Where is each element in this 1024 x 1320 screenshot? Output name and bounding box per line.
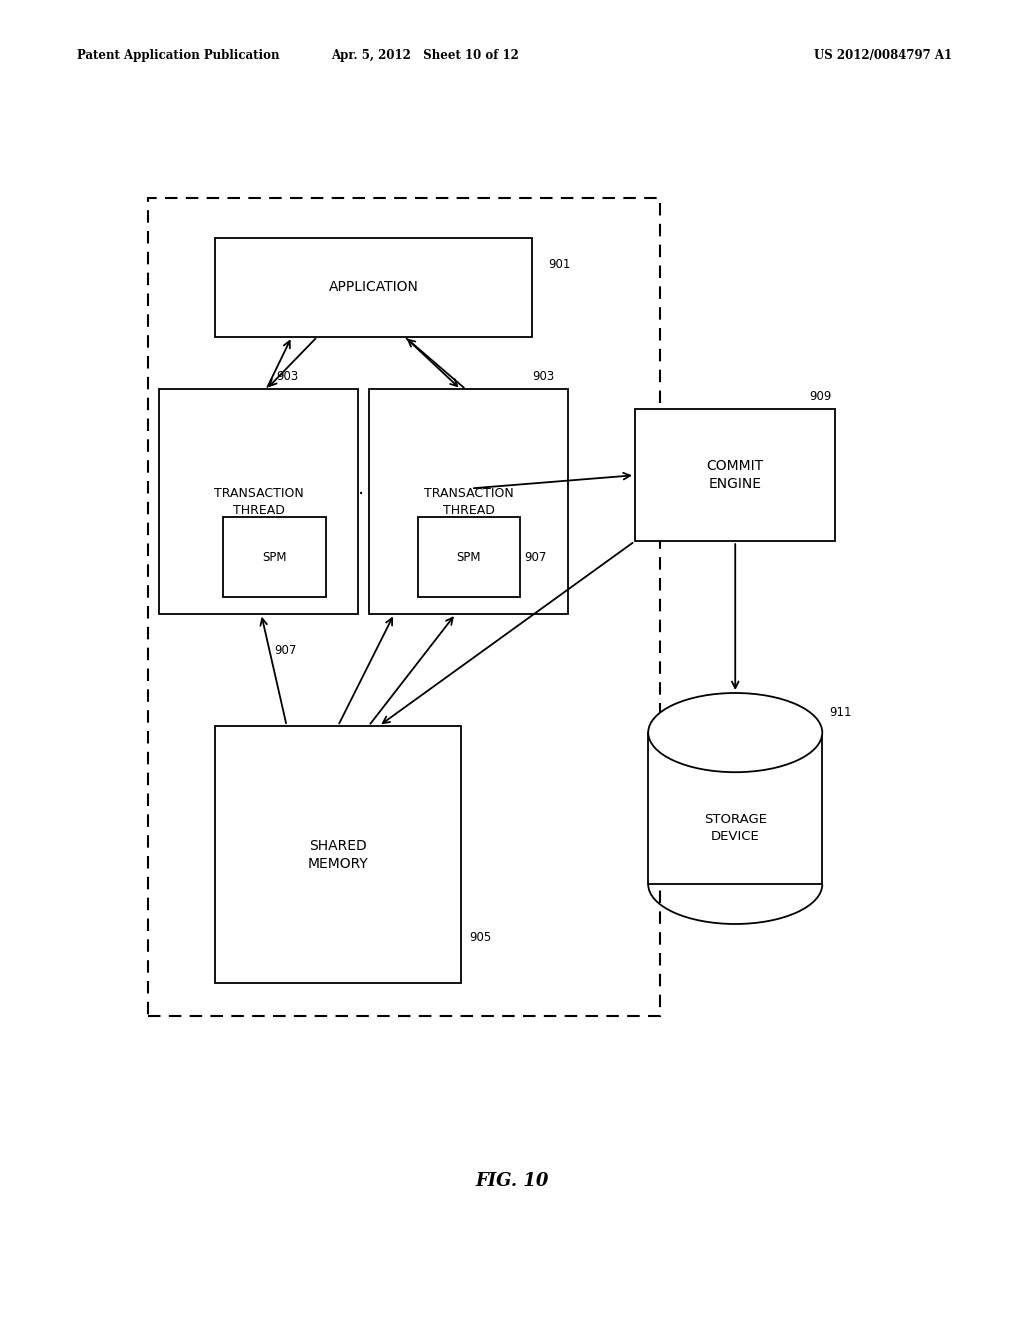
Bar (648, 733, 822, 884)
Text: 907: 907 (524, 550, 547, 564)
Bar (159, 389, 358, 614)
Text: Apr. 5, 2012   Sheet 10 of 12: Apr. 5, 2012 Sheet 10 of 12 (331, 49, 519, 62)
Text: US 2012/0084797 A1: US 2012/0084797 A1 (814, 49, 952, 62)
Bar (215, 238, 532, 337)
Bar (635, 409, 835, 541)
Text: 903: 903 (276, 370, 299, 383)
Text: SPM: SPM (262, 550, 287, 564)
Text: STORAGE
DEVICE: STORAGE DEVICE (703, 813, 767, 843)
Bar (148, 198, 660, 1016)
Text: Patent Application Publication: Patent Application Publication (77, 49, 280, 62)
Ellipse shape (648, 693, 822, 772)
Text: SHARED
MEMORY: SHARED MEMORY (307, 838, 369, 871)
Text: APPLICATION: APPLICATION (329, 280, 419, 294)
Text: ·: · (358, 486, 365, 504)
Text: COMMIT
ENGINE: COMMIT ENGINE (707, 459, 763, 491)
Text: 903: 903 (532, 370, 555, 383)
Text: 901: 901 (548, 257, 570, 271)
Text: TRANSACTION
THREAD: TRANSACTION THREAD (424, 487, 513, 516)
Text: SPM: SPM (457, 550, 481, 564)
Text: 907: 907 (274, 644, 297, 657)
Bar (418, 517, 520, 597)
Text: FIG. 10: FIG. 10 (475, 1172, 549, 1191)
Bar (215, 726, 461, 983)
Text: TRANSACTION
THREAD: TRANSACTION THREAD (214, 487, 303, 516)
Text: 909: 909 (809, 389, 831, 403)
Bar (223, 517, 326, 597)
Bar (369, 389, 568, 614)
Text: 911: 911 (829, 706, 852, 719)
Text: 905: 905 (469, 931, 492, 944)
